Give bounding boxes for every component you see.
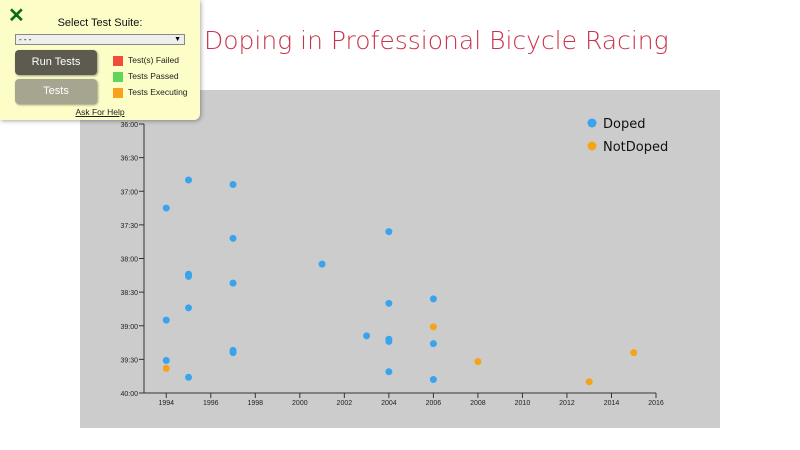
dot-doped	[429, 340, 437, 348]
legend-label: Test(s) Failed	[128, 55, 180, 65]
dot-notdoped	[630, 349, 638, 357]
dot-doped	[363, 332, 371, 340]
y-tick-label: 36:30	[120, 156, 138, 163]
x-tick-label: 2000	[292, 400, 308, 407]
x-tick-label: 2016	[648, 400, 664, 407]
dot-doped	[229, 234, 237, 242]
dot-doped	[162, 204, 170, 212]
dot-doped	[385, 337, 393, 345]
passed-swatch	[113, 71, 123, 82]
y-tick-label: 40:00	[120, 391, 138, 398]
ask-for-help-link[interactable]: Ask For Help	[75, 107, 125, 117]
x-tick-label: 1998	[248, 400, 264, 407]
dot-notdoped	[162, 364, 170, 372]
test-suite-select[interactable]: - - - ▼	[15, 34, 185, 45]
x-tick-label: 2010	[515, 400, 531, 407]
y-tick-label: 39:00	[120, 324, 138, 331]
y-tick-label: 37:00	[120, 189, 138, 196]
dot-doped	[162, 356, 170, 364]
dot-doped	[185, 272, 193, 280]
legend-label: NotDoped	[603, 140, 668, 155]
dot-doped	[229, 349, 237, 357]
dot-doped	[429, 295, 437, 303]
failed-swatch	[113, 55, 123, 66]
y-tick-label: 36:00	[120, 122, 138, 129]
dot-notdoped	[429, 323, 437, 331]
dot-doped	[162, 316, 170, 324]
dot-doped	[318, 260, 326, 268]
dot-doped	[229, 181, 237, 189]
dot-doped	[185, 373, 193, 381]
x-tick-label: 2002	[337, 400, 353, 407]
close-icon[interactable]: ✕	[8, 5, 25, 27]
y-tick-label: 37:30	[120, 223, 138, 230]
dot-doped	[185, 304, 193, 312]
legend-executing: Tests Executing	[113, 87, 188, 98]
x-tick-label: 1994	[158, 400, 174, 407]
dot-notdoped	[474, 358, 482, 366]
legend-marker	[587, 141, 597, 151]
legend-marker	[587, 118, 597, 128]
tests-button[interactable]: Tests	[15, 79, 97, 104]
legend-passed: Tests Passed	[113, 71, 179, 82]
y-tick-label: 38:00	[120, 257, 138, 264]
y-tick-label: 38:30	[120, 290, 138, 297]
select-suite-label: Select Test Suite:	[57, 17, 143, 29]
x-tick-label: 1996	[203, 400, 219, 407]
run-tests-button[interactable]: Run Tests	[15, 50, 97, 75]
legend-failed: Test(s) Failed	[113, 55, 179, 66]
executing-swatch	[113, 87, 123, 98]
dot-doped	[385, 228, 393, 236]
dot-doped	[429, 376, 437, 384]
dot-doped	[185, 176, 193, 184]
dot-notdoped	[585, 378, 593, 386]
x-tick-label: 2014	[604, 400, 620, 407]
legend-label: Tests Passed	[128, 71, 179, 81]
legend-label: Tests Executing	[128, 87, 188, 97]
dot-doped	[385, 299, 393, 307]
x-tick-label: 2008	[470, 400, 486, 407]
test-panel: ✕ Select Test Suite: - - - ▼ Run Tests Te…	[0, 0, 200, 120]
chevron-down-icon: ▼	[174, 36, 181, 43]
chart-background	[80, 90, 720, 428]
x-tick-label: 2006	[426, 400, 442, 407]
dot-doped	[385, 368, 393, 376]
dot-doped	[229, 279, 237, 287]
y-tick-label: 39:30	[120, 357, 138, 364]
select-value: - - -	[19, 35, 32, 44]
legend-label: Doped	[603, 117, 645, 132]
chart-title: Doping in Professional Bicycle Racing	[204, 26, 669, 55]
x-tick-label: 2012	[559, 400, 575, 407]
x-tick-label: 2004	[381, 400, 397, 407]
